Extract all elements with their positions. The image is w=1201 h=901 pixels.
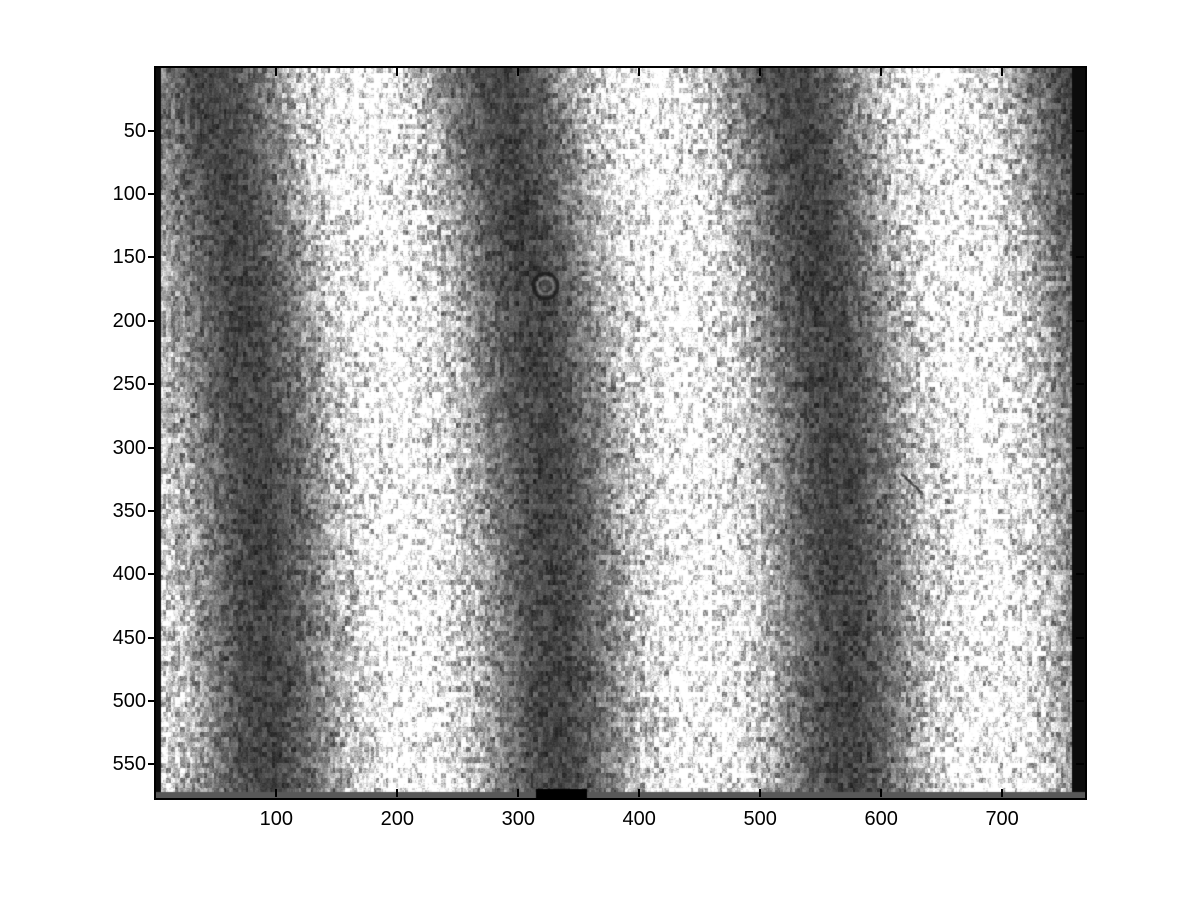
- x-tick-mark: [638, 789, 641, 797]
- x-tick-mark: [1001, 789, 1004, 797]
- y-tick-label: 150: [112, 246, 146, 269]
- y-tick-label: 550: [112, 753, 146, 776]
- axes-box: [154, 66, 1087, 800]
- y-tick-mark-right: [1076, 573, 1084, 576]
- x-tick-mark-top: [880, 68, 883, 76]
- y-tick-label: 250: [112, 373, 146, 396]
- speckle-image-canvas: [156, 68, 1085, 798]
- y-tick-mark: [148, 383, 155, 386]
- y-tick-label: 200: [112, 309, 146, 332]
- x-tick-label: 600: [864, 808, 898, 830]
- x-tick-label: 700: [985, 808, 1019, 830]
- x-tick-mark-top: [638, 68, 641, 76]
- y-tick-label: 300: [112, 436, 146, 459]
- x-tick-label: 500: [743, 808, 777, 830]
- x-tick-mark: [275, 789, 278, 797]
- y-tick-mark: [148, 256, 155, 259]
- y-tick-label: 500: [112, 690, 146, 713]
- x-tick-mark-top: [275, 68, 278, 76]
- y-tick-mark: [148, 573, 155, 576]
- y-tick-mark-right: [1076, 383, 1084, 386]
- y-tick-label: 350: [112, 499, 146, 522]
- x-tick-label: 400: [622, 808, 656, 830]
- x-tick-mark: [396, 789, 399, 797]
- y-tick-mark-right: [1076, 636, 1084, 639]
- y-tick-mark: [148, 509, 155, 512]
- y-tick-mark: [148, 319, 155, 322]
- y-tick-mark-right: [1076, 193, 1084, 196]
- y-tick-mark: [148, 193, 155, 196]
- y-tick-label: 450: [112, 626, 146, 649]
- y-tick-mark: [148, 700, 155, 703]
- y-tick-mark-right: [1076, 700, 1084, 703]
- x-tick-label: 200: [380, 808, 414, 830]
- x-tick-mark: [880, 789, 883, 797]
- y-tick-mark-right: [1076, 256, 1084, 259]
- y-tick-label: 400: [112, 563, 146, 586]
- x-tick-mark-top: [759, 68, 762, 76]
- y-tick-label: 100: [112, 183, 146, 206]
- y-tick-label: 50: [123, 119, 146, 142]
- x-tick-mark: [759, 789, 762, 797]
- x-tick-mark-top: [396, 68, 399, 76]
- x-tick-label: 100: [259, 808, 294, 830]
- x-tick-mark: [517, 789, 520, 797]
- y-tick-mark: [148, 129, 155, 132]
- y-tick-mark-right: [1076, 509, 1084, 512]
- x-tick-label: 300: [501, 808, 535, 830]
- x-tick-mark-top: [1001, 68, 1004, 76]
- y-tick-mark: [148, 446, 155, 449]
- y-tick-mark-right: [1076, 446, 1084, 449]
- y-tick-mark: [148, 763, 155, 766]
- y-tick-mark-right: [1076, 319, 1084, 322]
- y-tick-mark-right: [1076, 763, 1084, 766]
- x-tick-mark-top: [517, 68, 520, 76]
- y-tick-mark-right: [1076, 129, 1084, 132]
- y-tick-mark: [148, 636, 155, 639]
